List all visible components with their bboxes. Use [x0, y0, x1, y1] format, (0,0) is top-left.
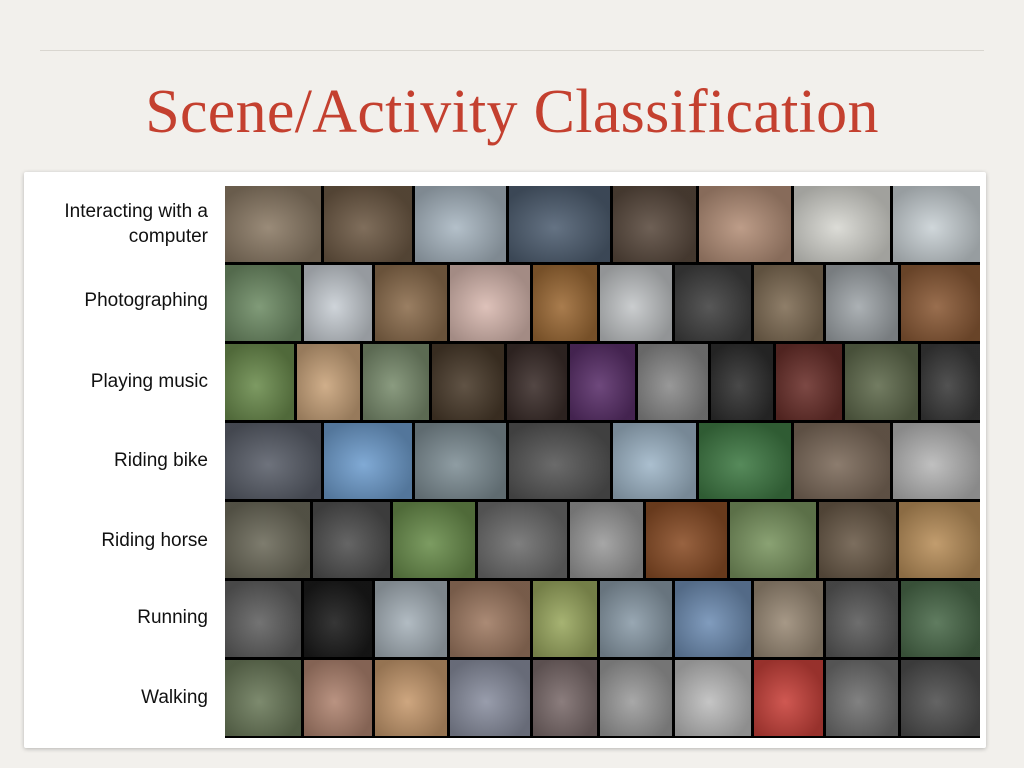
photo-thumbnail: [569, 344, 636, 420]
photo-thumbnail: [675, 265, 752, 341]
photo-thumbnail: [477, 502, 567, 578]
photo-thumbnail: [225, 581, 301, 657]
image-row: [225, 581, 980, 657]
slide-title: Scene/Activity Classification: [145, 78, 879, 146]
photo-thumbnail: [900, 660, 980, 736]
photo-thumbnail: [600, 660, 673, 736]
row-label-line: computer: [128, 226, 208, 247]
image-row: [225, 660, 980, 736]
photo-thumbnail: [638, 344, 708, 420]
photo-thumbnail: [225, 186, 322, 262]
photo-thumbnail: [532, 265, 598, 341]
row-label: Photographing: [24, 288, 208, 313]
photo-thumbnail: [675, 581, 752, 657]
photo-thumbnail: [362, 344, 429, 420]
photo-thumbnail: [303, 581, 373, 657]
photo-thumbnail: [450, 265, 530, 341]
photo-thumbnail: [776, 344, 843, 420]
photo-thumbnail: [818, 502, 896, 578]
row-label-line: Photographing: [84, 289, 208, 311]
photo-thumbnail: [431, 344, 505, 420]
photo-thumbnail: [825, 265, 898, 341]
image-row: [225, 186, 980, 262]
photo-thumbnail: [898, 502, 980, 578]
figure-frame: Interacting with a computer Photographing P…: [24, 172, 986, 748]
photo-thumbnail: [225, 502, 311, 578]
photo-thumbnail: [324, 423, 412, 499]
row-label-line: Interacting with a: [64, 201, 208, 222]
photo-thumbnail: [303, 265, 373, 341]
image-row: [225, 265, 980, 341]
photo-thumbnail: [600, 265, 673, 341]
photo-thumbnail: [613, 423, 696, 499]
photo-thumbnail: [892, 186, 980, 262]
photo-thumbnail: [414, 423, 507, 499]
image-row: [225, 423, 980, 499]
photo-thumbnail: [414, 186, 507, 262]
row-label: Playing music: [24, 369, 208, 394]
image-row: [225, 344, 980, 420]
photo-thumbnail: [297, 344, 360, 420]
photo-thumbnail: [225, 265, 301, 341]
row-label-line: Riding bike: [114, 449, 208, 471]
photo-thumbnail: [730, 502, 816, 578]
photo-thumbnail: [225, 423, 322, 499]
row-label: Interacting with a computer: [24, 199, 208, 249]
photo-thumbnail: [375, 660, 448, 736]
row-label-line: Walking: [141, 686, 208, 708]
row-label: Riding horse: [24, 528, 208, 553]
photo-thumbnail: [793, 423, 890, 499]
photo-thumbnail: [825, 581, 898, 657]
photo-thumbnail: [646, 502, 728, 578]
photo-thumbnail: [613, 186, 696, 262]
photo-thumbnail: [754, 660, 823, 736]
photo-thumbnail: [900, 265, 980, 341]
photo-thumbnail: [450, 660, 530, 736]
photo-thumbnail: [845, 344, 918, 420]
photo-thumbnail: [303, 660, 373, 736]
photo-thumbnail: [892, 423, 980, 499]
row-label-line: Running: [137, 606, 208, 628]
photo-thumbnail: [570, 502, 644, 578]
photo-thumbnail: [698, 423, 791, 499]
photo-thumbnail: [225, 660, 301, 736]
photo-thumbnail: [313, 502, 391, 578]
photo-thumbnail: [710, 344, 774, 420]
photo-thumbnail: [754, 265, 823, 341]
top-divider: [40, 50, 984, 51]
photo-thumbnail: [532, 660, 598, 736]
photo-thumbnail: [600, 581, 673, 657]
row-label-line: Playing music: [90, 370, 208, 392]
photo-thumbnail: [920, 344, 980, 420]
photo-thumbnail: [900, 581, 980, 657]
photo-thumbnail: [507, 344, 567, 420]
photo-thumbnail: [698, 186, 791, 262]
row-label: Walking: [24, 685, 208, 710]
photo-thumbnail: [793, 186, 890, 262]
image-grid: [225, 186, 980, 738]
photo-thumbnail: [825, 660, 898, 736]
photo-thumbnail: [324, 186, 412, 262]
row-label: Running: [24, 605, 208, 630]
photo-thumbnail: [532, 581, 598, 657]
image-row: [225, 502, 980, 578]
photo-thumbnail: [375, 581, 448, 657]
row-label: Riding bike: [24, 448, 208, 473]
photo-thumbnail: [450, 581, 530, 657]
photo-thumbnail: [509, 423, 611, 499]
photo-thumbnail: [375, 265, 448, 341]
photo-thumbnail: [509, 186, 611, 262]
photo-thumbnail: [675, 660, 752, 736]
photo-thumbnail: [393, 502, 475, 578]
row-label-line: Riding horse: [101, 529, 208, 551]
photo-thumbnail: [225, 344, 295, 420]
photo-thumbnail: [754, 581, 823, 657]
